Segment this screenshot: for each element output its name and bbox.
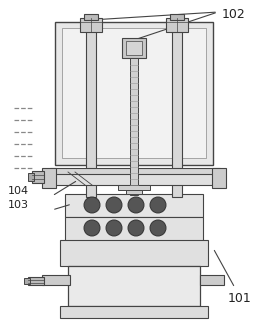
Bar xyxy=(212,168,226,188)
Bar xyxy=(86,22,96,197)
Bar xyxy=(32,171,44,183)
Circle shape xyxy=(150,220,166,236)
Bar xyxy=(65,217,203,241)
Bar xyxy=(60,240,208,266)
Bar xyxy=(24,278,30,284)
Bar xyxy=(130,58,138,195)
Bar xyxy=(126,41,142,55)
Bar xyxy=(50,168,220,174)
Text: 102: 102 xyxy=(222,8,246,21)
Circle shape xyxy=(128,220,144,236)
Circle shape xyxy=(84,197,100,213)
Bar xyxy=(55,22,213,165)
Bar xyxy=(68,266,200,306)
Bar xyxy=(42,275,70,285)
Bar xyxy=(172,22,182,197)
Bar xyxy=(62,28,206,158)
Bar xyxy=(170,14,184,20)
Bar xyxy=(80,18,102,32)
Circle shape xyxy=(128,197,144,213)
Circle shape xyxy=(106,220,122,236)
Bar xyxy=(28,173,34,181)
Bar xyxy=(60,306,208,318)
Bar xyxy=(126,190,142,194)
Bar xyxy=(65,194,203,217)
Bar xyxy=(122,38,146,58)
Bar xyxy=(166,18,188,32)
Text: 104: 104 xyxy=(8,186,29,196)
Bar xyxy=(28,277,44,285)
Bar xyxy=(118,185,150,190)
Circle shape xyxy=(106,197,122,213)
Text: 101: 101 xyxy=(228,292,252,305)
Circle shape xyxy=(150,197,166,213)
Bar xyxy=(55,172,215,185)
Bar xyxy=(84,14,98,20)
Text: 103: 103 xyxy=(8,200,29,210)
Bar xyxy=(42,168,56,188)
Circle shape xyxy=(84,220,100,236)
Bar xyxy=(200,275,224,285)
